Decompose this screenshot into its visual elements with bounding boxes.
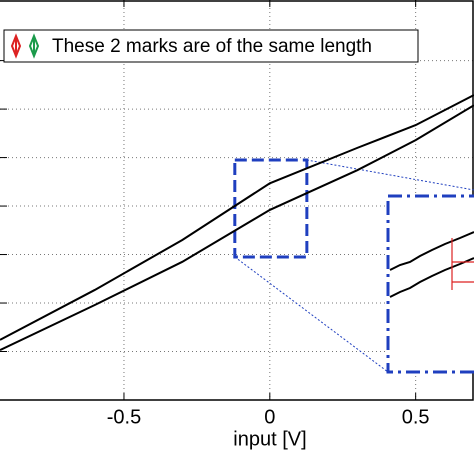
legend-box [3, 29, 419, 63]
x-axis-label: input [V] [233, 428, 306, 450]
inset-upper-line [389, 231, 474, 271]
zoom-connector [306, 159, 474, 191]
inset [386, 194, 474, 374]
zoom-box [233, 158, 309, 259]
legend: These 2 marks are of the same length [3, 29, 419, 63]
x-tick-label: 0.5 [402, 406, 430, 428]
series-line [0, 94, 474, 341]
series-line [0, 104, 474, 351]
inset-lower-line [389, 257, 474, 298]
x-tick-label: 0 [264, 406, 275, 428]
annotation: These 2 marks are of the same length [52, 36, 372, 57]
inset-frame [386, 194, 474, 374]
x-tick-label: -0.5 [107, 406, 141, 428]
